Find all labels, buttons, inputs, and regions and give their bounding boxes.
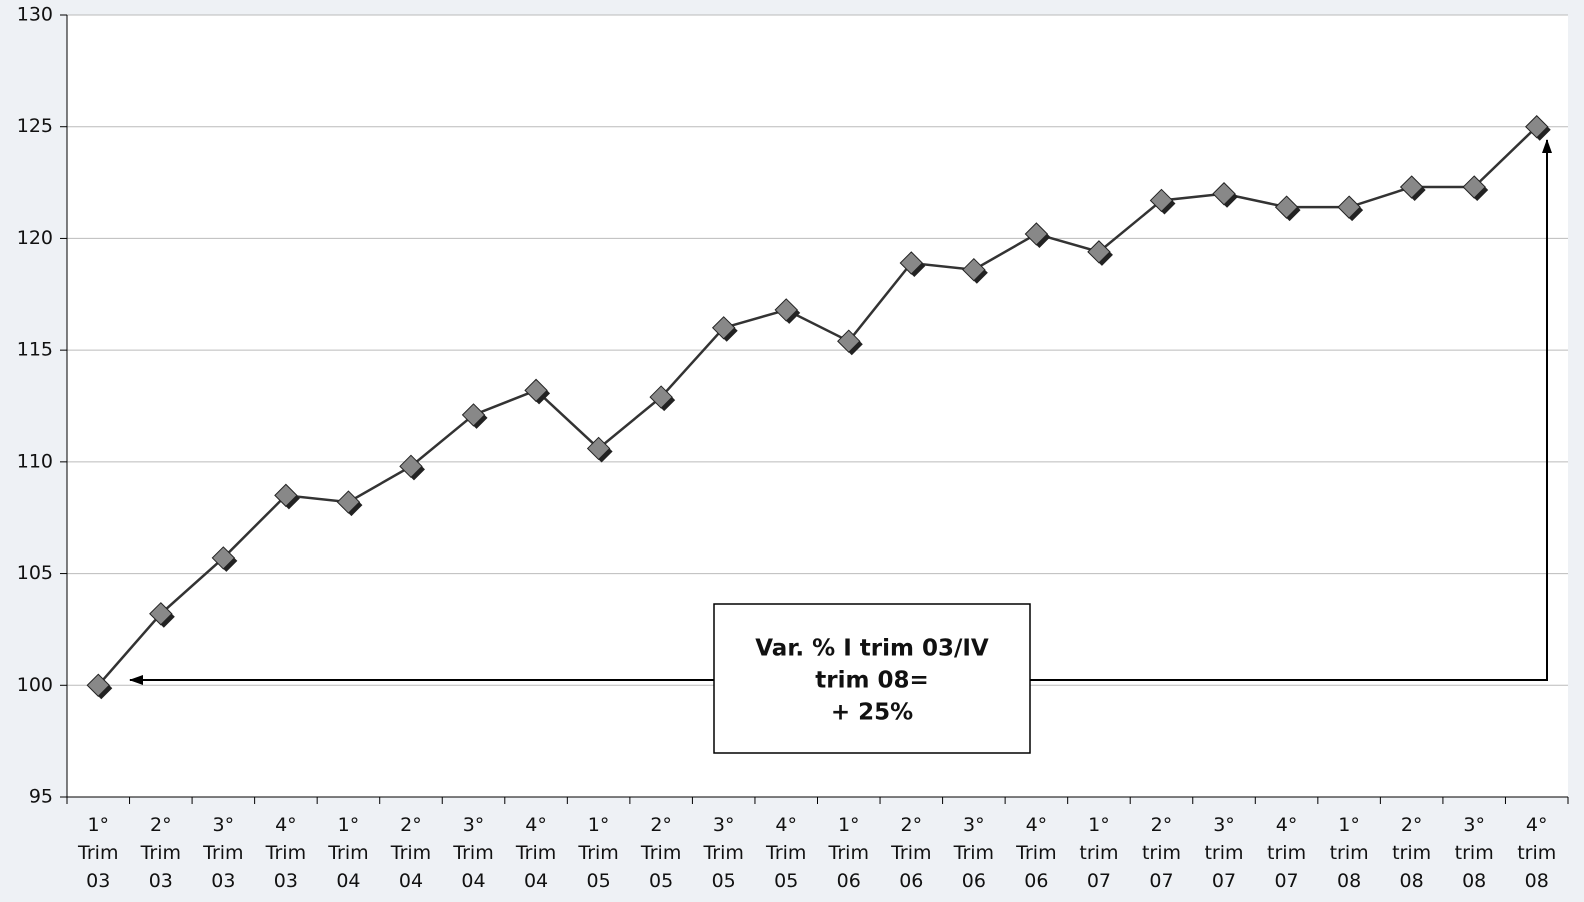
marker <box>774 298 798 322</box>
marker <box>336 490 361 514</box>
x-tick-label: 3° trim 08 <box>1454 814 1494 892</box>
y-tick-label: 130 <box>17 4 53 26</box>
marker <box>649 385 673 409</box>
marker <box>399 454 423 479</box>
marker <box>461 403 486 427</box>
x-tick-label: 1° trim 07 <box>1079 814 1119 892</box>
x-tick-label: 2° trim 08 <box>1392 814 1432 892</box>
x-tick-label: 1° Trim 04 <box>328 814 369 892</box>
marker <box>711 316 736 340</box>
x-tick-label: 4° trim 08 <box>1517 814 1557 892</box>
y-tick-label: 100 <box>17 674 53 696</box>
x-tick-label: 3° trim 07 <box>1204 814 1244 892</box>
annotation-text: + 25% <box>831 700 913 726</box>
y-tick-label: 110 <box>17 450 53 472</box>
y-tick-label: 95 <box>29 786 53 808</box>
x-tick-label: 1° Trim 05 <box>578 814 619 892</box>
x-tick-label: 1° Trim 03 <box>78 814 119 892</box>
x-tick-label: 4° trim 07 <box>1267 814 1307 892</box>
marker <box>1399 175 1424 199</box>
x-tick-label: 3° Trim 06 <box>953 814 995 892</box>
x-tick-label: 2° trim 07 <box>1141 814 1181 892</box>
x-tick-label: 4° Trim 06 <box>1016 814 1057 892</box>
y-tick-label: 120 <box>17 227 53 249</box>
x-tick-label: 2° Trim 05 <box>640 814 682 892</box>
x-tick-label: 3° Trim 03 <box>203 814 244 892</box>
marker <box>1087 240 1111 264</box>
marker <box>962 258 986 282</box>
marker <box>86 673 110 697</box>
y-tick-label: 125 <box>17 115 53 137</box>
marker <box>1462 175 1486 199</box>
marker <box>211 546 236 570</box>
marker <box>837 329 861 353</box>
y-tick-label: 115 <box>17 339 53 361</box>
annotation-text: Var. % I trim 03/IV <box>755 636 989 662</box>
x-tick-label: 4° Trim 03 <box>265 814 307 892</box>
x-tick-label: 2° Trim 06 <box>891 814 932 892</box>
x-tick-label: 3° Trim 05 <box>703 814 744 892</box>
annotation-text: trim 08= <box>815 668 928 694</box>
marker <box>586 436 611 461</box>
x-tick-label: 3° Trim 04 <box>453 814 494 892</box>
marker <box>1024 222 1049 246</box>
marker <box>1274 195 1299 219</box>
marker <box>1212 182 1236 206</box>
x-tick-label: 2° Trim 04 <box>390 814 432 892</box>
arrow-right <box>1030 139 1552 681</box>
x-tick-label: 2° Trim 03 <box>140 814 182 892</box>
marker <box>1149 188 1174 213</box>
x-tick-label: 4° Trim 05 <box>766 814 807 892</box>
marker <box>524 378 548 403</box>
y-tick-label: 105 <box>17 562 53 584</box>
x-tick-label: 1° Trim 06 <box>828 814 869 892</box>
marker <box>1337 195 1361 219</box>
marker <box>149 602 173 626</box>
x-tick-label: 1° trim 08 <box>1329 814 1369 892</box>
marker <box>274 483 298 508</box>
marker <box>899 251 924 275</box>
annotation-box <box>713 603 1031 754</box>
marker <box>1525 115 1549 139</box>
x-tick-label: 4° Trim 04 <box>515 814 557 892</box>
